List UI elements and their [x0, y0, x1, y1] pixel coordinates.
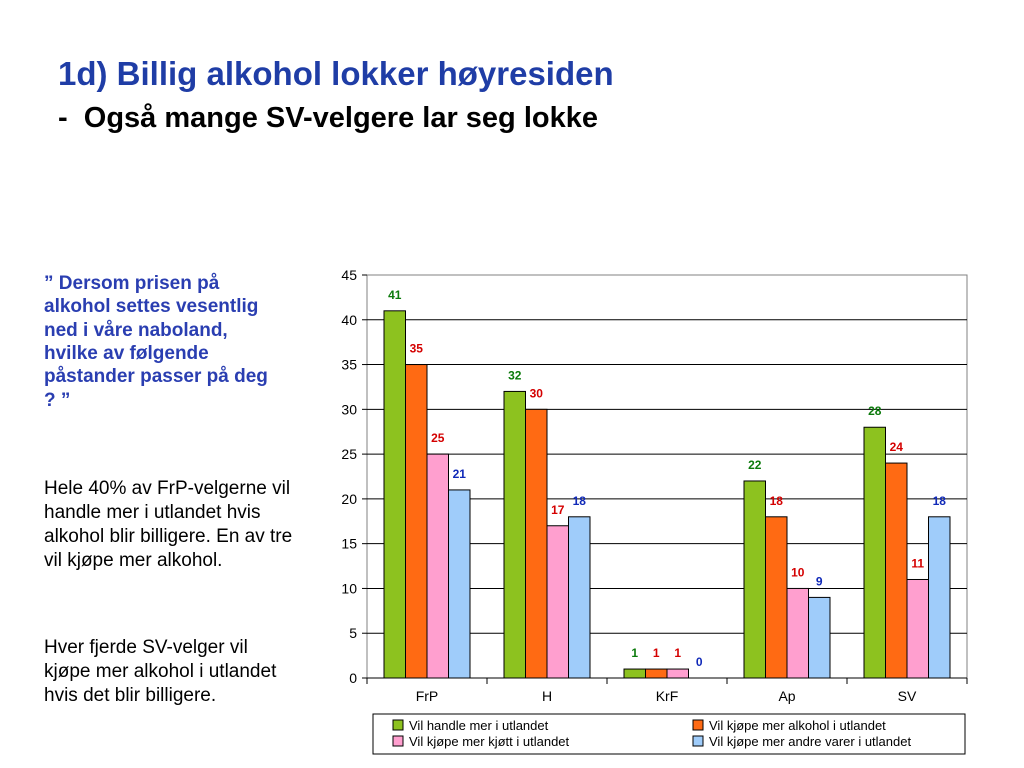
legend-swatch	[692, 719, 704, 731]
legend-label: Vil kjøpe mer andre varer i utlandet	[709, 734, 911, 749]
data-label: 32	[508, 368, 522, 382]
data-label: 21	[453, 467, 467, 481]
slide-title: 1d) Billig alkohol lokker høyresiden	[58, 55, 614, 92]
y-tick-label: 10	[341, 580, 357, 596]
legend-label: Vil kjøpe mer kjøtt i utlandet	[409, 734, 570, 749]
bar	[623, 668, 646, 679]
data-label: 22	[748, 458, 762, 472]
bar	[885, 462, 908, 679]
bar	[383, 310, 406, 679]
data-label: 1	[674, 646, 681, 660]
data-label: 35	[410, 342, 424, 356]
x-tick-label: SV	[898, 688, 917, 704]
data-label: 18	[573, 494, 587, 508]
survey-question: ” Dersom prisen på alkohol settes vesent…	[44, 273, 268, 411]
bar	[666, 668, 689, 679]
data-label: 1	[653, 646, 660, 660]
bar	[808, 596, 831, 679]
legend	[372, 713, 966, 755]
commentary-paragraph-1: Hele 40% av FrP-velgerne vil handle mer …	[44, 478, 293, 571]
bar	[786, 587, 809, 679]
y-tick-label: 35	[341, 357, 357, 373]
legend-swatch	[692, 735, 704, 747]
legend-swatch	[392, 719, 404, 731]
data-label: 25	[431, 431, 445, 445]
data-label: 9	[816, 574, 823, 588]
x-tick-label: KrF	[656, 688, 679, 704]
bar	[503, 390, 526, 679]
legend-swatch	[392, 735, 404, 747]
bar-chart: 051015202530354045FrP41352521H32301718Kr…	[341, 267, 968, 755]
data-label: 18	[933, 494, 947, 508]
data-label: 17	[551, 503, 565, 517]
legend-label: Vil handle mer i utlandet	[409, 718, 549, 733]
y-tick-label: 0	[349, 670, 357, 686]
data-label: 41	[388, 288, 402, 302]
y-tick-label: 30	[341, 401, 357, 417]
data-label: 10	[791, 565, 805, 579]
y-tick-label: 40	[341, 312, 357, 328]
x-tick-label: H	[542, 688, 552, 704]
data-label: 24	[890, 440, 904, 454]
data-label: 11	[911, 556, 924, 570]
bar	[525, 408, 548, 679]
bar	[645, 668, 668, 679]
y-tick-label: 20	[341, 491, 357, 507]
bar	[546, 525, 569, 679]
y-tick-label: 5	[349, 625, 357, 641]
x-tick-label: Ap	[778, 688, 795, 704]
y-tick-label: 45	[341, 267, 357, 283]
data-label: 0	[696, 655, 703, 669]
data-label: 1	[631, 646, 638, 660]
x-tick-label: FrP	[416, 688, 439, 704]
bar	[426, 453, 449, 679]
y-tick-label: 25	[341, 446, 357, 462]
bar	[405, 364, 428, 679]
bar	[765, 516, 788, 679]
data-label: 28	[868, 404, 882, 418]
legend-label: Vil kjøpe mer alkohol i utlandet	[709, 718, 886, 733]
data-label: 18	[770, 494, 784, 508]
y-tick-label: 15	[341, 536, 357, 552]
slide-subtitle: - Også mange SV-velgere lar seg lokke	[58, 102, 598, 134]
bar	[863, 426, 886, 679]
commentary-paragraph-2: Hver fjerde SV-velger vil kjøpe mer alko…	[44, 637, 277, 706]
bar	[568, 516, 591, 679]
data-label: 30	[530, 386, 544, 400]
bar	[743, 480, 766, 679]
bar	[906, 578, 929, 679]
bar	[448, 489, 471, 679]
bar	[928, 516, 951, 679]
